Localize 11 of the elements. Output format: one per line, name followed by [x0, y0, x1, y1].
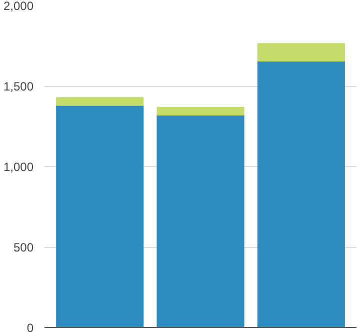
- bar: [156, 114, 244, 328]
- bar: [257, 43, 345, 62]
- y-tick-label: 2,000: [3, 0, 34, 13]
- bar: [56, 97, 144, 106]
- y-tick-label: 1,500: [3, 80, 34, 94]
- bar: [257, 60, 345, 328]
- bar: [56, 104, 144, 328]
- bar: [156, 106, 244, 116]
- y-tick-label: 0: [26, 321, 34, 333]
- y-tick-label: 500: [13, 240, 34, 254]
- y-tick-label: 1,000: [3, 160, 34, 174]
